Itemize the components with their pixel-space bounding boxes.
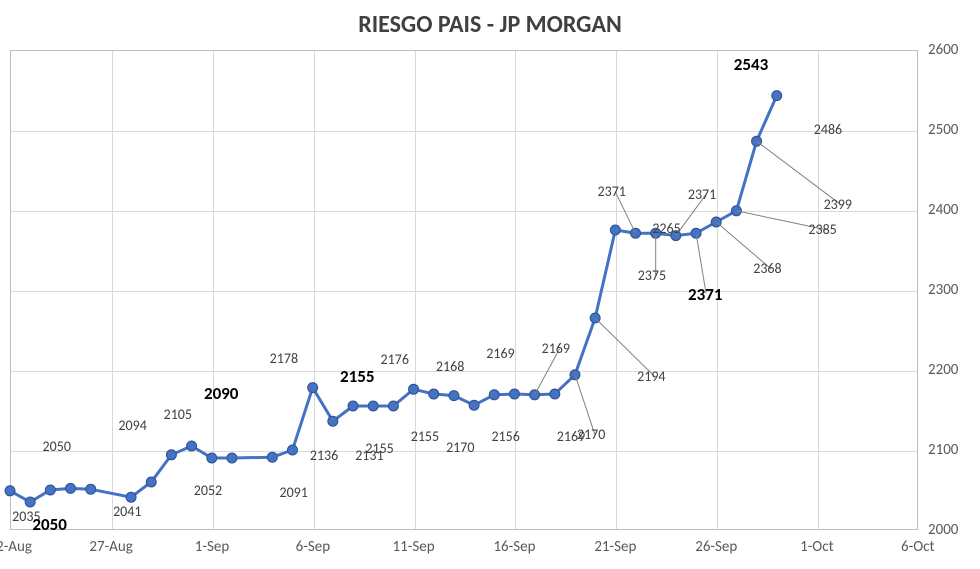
series-marker xyxy=(308,383,318,393)
data-label: 2176 xyxy=(381,353,409,367)
data-label-bold: 2371 xyxy=(688,286,722,303)
data-label-bold: 2050 xyxy=(32,516,66,533)
data-label: 2486 xyxy=(814,123,842,137)
series-marker xyxy=(409,384,419,394)
series-marker xyxy=(449,391,459,401)
data-label: 2155 xyxy=(365,442,393,456)
data-label: 2050 xyxy=(43,440,71,454)
data-label: 2371 xyxy=(598,185,626,199)
series-svg xyxy=(0,0,980,569)
series-marker xyxy=(45,485,55,495)
data-label: 2170 xyxy=(446,441,474,455)
series-marker xyxy=(469,400,479,410)
data-label: 2170 xyxy=(577,428,605,442)
data-label: 2052 xyxy=(194,484,222,498)
data-label: 2136 xyxy=(310,449,338,463)
data-label: 2194 xyxy=(637,370,665,384)
series-marker xyxy=(368,401,378,411)
series-marker xyxy=(287,445,297,455)
data-label: 2105 xyxy=(164,408,192,422)
data-label: 2156 xyxy=(491,430,519,444)
data-label-bold: 2543 xyxy=(734,56,768,73)
data-label: 2371 xyxy=(688,188,716,202)
series-marker xyxy=(388,401,398,411)
series-marker xyxy=(166,450,176,460)
series-marker xyxy=(267,452,277,462)
series-marker xyxy=(772,91,782,101)
data-label: 2265 xyxy=(652,222,680,236)
series-marker xyxy=(25,497,35,507)
series-marker xyxy=(328,416,338,426)
data-label: 2375 xyxy=(638,269,666,283)
data-label: 2091 xyxy=(279,486,307,500)
series-marker xyxy=(489,390,499,400)
series-marker xyxy=(227,453,237,463)
series-marker xyxy=(429,389,439,399)
data-label: 2169 xyxy=(486,347,514,361)
data-label-bold: 2090 xyxy=(204,385,238,402)
data-label: 2168 xyxy=(436,360,464,374)
series-marker xyxy=(509,389,519,399)
series-marker xyxy=(187,441,197,451)
data-label: 2094 xyxy=(118,419,146,433)
data-label: 2399 xyxy=(824,198,852,212)
data-label-bold: 2155 xyxy=(340,368,374,385)
series-marker xyxy=(66,483,76,493)
line-chart: RIESGO PAIS - JP MORGAN 2000210022002300… xyxy=(0,0,980,569)
series-marker xyxy=(207,453,217,463)
series-marker xyxy=(86,484,96,494)
data-label: 2385 xyxy=(808,223,836,237)
data-label: 2041 xyxy=(113,505,141,519)
series-marker xyxy=(126,492,136,502)
series-marker xyxy=(348,401,358,411)
series-marker xyxy=(146,477,156,487)
data-label: 2169 xyxy=(542,342,570,356)
data-label: 2368 xyxy=(753,262,781,276)
series-marker xyxy=(550,389,560,399)
series-marker xyxy=(5,486,15,496)
series-marker xyxy=(610,225,620,235)
data-label: 2155 xyxy=(411,430,439,444)
data-label: 2178 xyxy=(270,352,298,366)
